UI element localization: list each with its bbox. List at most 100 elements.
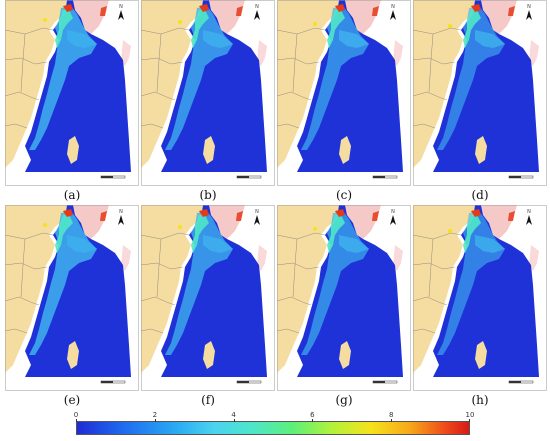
province-borders	[5, 232, 54, 334]
panel-label: (h)	[471, 393, 489, 407]
province-borders	[277, 232, 326, 334]
scale-bar	[508, 175, 534, 179]
map-image: N	[5, 205, 139, 391]
coastal-high	[327, 10, 345, 48]
taiwan-island	[339, 341, 351, 369]
colorbar-tick-mark	[154, 419, 156, 422]
land-korea	[73, 205, 109, 239]
sea-area	[25, 0, 131, 172]
land-korea	[209, 205, 245, 239]
land-korea	[481, 205, 517, 239]
sea-area	[161, 0, 267, 172]
sea-area	[433, 205, 539, 377]
scale-bar	[508, 380, 534, 384]
panel-label: (e)	[63, 393, 81, 407]
taiwan-island	[475, 341, 487, 369]
hotspot-korea	[236, 6, 243, 16]
land-korea	[345, 0, 381, 34]
svg-text:N: N	[391, 209, 395, 215]
land-japan	[529, 40, 539, 66]
panel-label: (c)	[335, 188, 353, 202]
province-borders	[277, 27, 326, 129]
colorbar-tick-label: 4	[231, 411, 236, 419]
colorbar-tick-label: 2	[152, 411, 158, 419]
coastal-high	[327, 215, 345, 253]
land-korea	[345, 205, 381, 239]
hotspot-korea	[100, 6, 107, 16]
hotspot-bohai	[335, 4, 345, 12]
north-arrow: N	[526, 209, 532, 225]
map-panel: N (e)	[5, 205, 139, 407]
svg-text:N: N	[255, 4, 259, 10]
yellow-sea-plume	[339, 30, 369, 48]
yellow-sea-plume	[475, 30, 505, 48]
colorbar-tick-mark	[76, 419, 77, 422]
hotspot-coast	[43, 223, 47, 227]
sea-area	[161, 205, 267, 377]
hotspot-korea	[372, 211, 379, 221]
colorbar-tick-label: 10	[465, 411, 475, 419]
panel-label: (b)	[199, 188, 217, 202]
coastal-high	[463, 215, 481, 253]
colorbar-gradient	[76, 421, 470, 435]
province-borders	[141, 232, 190, 334]
hotspot-korea	[372, 6, 379, 16]
yellow-sea-plume	[67, 235, 97, 253]
svg-text:N: N	[527, 4, 531, 10]
land-japan	[257, 40, 267, 66]
panel-label: (g)	[335, 393, 353, 407]
taiwan-island	[475, 136, 487, 164]
scale-bar	[236, 175, 262, 179]
colorbar-tick-mark	[233, 419, 235, 422]
colorbar-tick-mark	[469, 419, 470, 422]
north-arrow: N	[254, 4, 260, 20]
coastal-high	[463, 10, 481, 48]
land-korea	[73, 0, 109, 34]
hotspot-coast	[313, 22, 317, 26]
colorbar-tick-label: 0	[73, 411, 79, 419]
map-grid: N (a)	[5, 0, 547, 407]
colorbar-tick-mark	[391, 419, 393, 422]
map-image: N	[277, 0, 411, 186]
colorbar-tick-label: 6	[310, 411, 315, 419]
hotspot-korea	[236, 211, 243, 221]
sea-area	[25, 205, 131, 377]
hotspot-coast	[448, 229, 452, 233]
coastal-high	[191, 215, 209, 253]
hotspot-bohai	[63, 4, 73, 12]
scale-bar	[372, 380, 398, 384]
sea-area	[433, 0, 539, 172]
taiwan-island	[67, 136, 79, 164]
panel-label: (f)	[201, 393, 215, 407]
hotspot-korea	[508, 211, 515, 221]
map-panel: N (a)	[5, 0, 139, 202]
province-borders	[413, 27, 462, 129]
svg-text:N: N	[119, 4, 123, 10]
map-panel: N (f)	[141, 205, 275, 407]
north-arrow: N	[118, 4, 124, 20]
taiwan-island	[203, 136, 215, 164]
hotspot-coast	[178, 20, 182, 24]
coastal-high	[191, 10, 209, 48]
hotspot-bohai	[199, 209, 209, 217]
svg-text:N: N	[391, 4, 395, 10]
hotspot-bohai	[471, 209, 481, 217]
scale-bar	[100, 380, 126, 384]
coastal-high	[55, 10, 73, 48]
yellow-sea-plume	[203, 30, 233, 48]
hotspot-korea	[100, 211, 107, 221]
map-image: N	[141, 205, 275, 391]
hotspot-coast	[43, 18, 47, 22]
map-panel: N (c)	[277, 0, 411, 202]
yellow-sea-plume	[475, 235, 505, 253]
hotspot-coast	[178, 225, 182, 229]
map-image: N	[413, 0, 547, 186]
panel-label: (d)	[471, 188, 489, 202]
land-korea	[209, 0, 245, 34]
taiwan-island	[67, 341, 79, 369]
north-arrow: N	[254, 209, 260, 225]
map-panel: N (b)	[141, 0, 275, 202]
land-japan	[121, 40, 131, 66]
province-borders	[5, 27, 54, 129]
land-japan	[529, 245, 539, 271]
